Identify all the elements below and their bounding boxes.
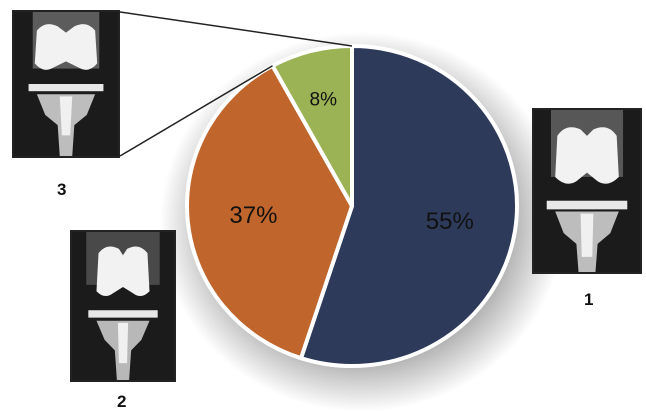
slice-labels: 55% 37% 8% [229, 90, 473, 235]
pie-slice-1 [299, 44, 519, 368]
callout-line-1 [119, 11, 353, 47]
xray-image-2 [70, 230, 176, 382]
pie-slice-2 [185, 63, 354, 361]
knee-xray-icon [14, 12, 118, 156]
image-label-3: 3 [57, 180, 67, 199]
slice-label-1: 55% [426, 208, 474, 235]
xray-image-3 [12, 10, 120, 158]
callout-lines [119, 11, 353, 157]
xray-image-1 [532, 108, 642, 274]
slice-label-3: 8% [310, 90, 338, 111]
slice-label-2: 37% [229, 202, 277, 229]
knee-xray-icon [72, 232, 174, 380]
knee-xray-icon [534, 110, 640, 272]
pie-slices [185, 44, 519, 368]
image-label-2: 2 [117, 392, 127, 411]
callout-line-2 [119, 65, 273, 157]
image-label-1: 1 [584, 290, 594, 309]
